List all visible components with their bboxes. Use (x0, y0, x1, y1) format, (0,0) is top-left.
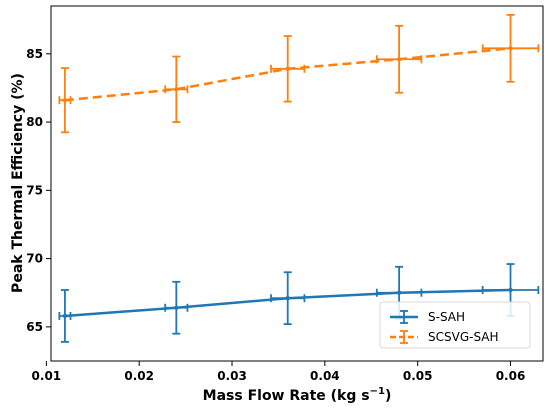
x-tick-label: 0.01 (32, 369, 62, 383)
data-point (396, 290, 402, 295)
data-point (285, 66, 290, 72)
data-point (174, 305, 179, 310)
x-axis-label: Mass Flow Rate (kg s−1) (203, 386, 392, 404)
y-axis-ticks: 65 70 75 80 85 (26, 47, 51, 334)
y-tick-label: 75 (26, 183, 43, 197)
axes-frame (50, 5, 544, 362)
legend: S-SAH SCSVG-SAH (379, 301, 531, 349)
data-point (508, 287, 513, 293)
x-tick-label: 0.05 (403, 369, 433, 383)
plot-area (58, 13, 540, 343)
y-tick-label: 80 (26, 115, 43, 129)
data-point (62, 98, 68, 103)
y-tick-label: 85 (26, 47, 43, 61)
x-tick-label: 0.03 (217, 369, 247, 383)
x-axis-ticks: 0.01 0.02 0.03 0.04 0.05 0.06 (32, 361, 526, 383)
x-tick-label: 0.02 (124, 369, 154, 383)
data-point (62, 313, 68, 319)
legend-entry-label: S-SAH (428, 310, 465, 324)
y-tick-label: 70 (26, 252, 43, 266)
legend-entry-label: SCSVG-SAH (428, 330, 499, 344)
y-tick-label: 65 (26, 320, 43, 334)
data-point (508, 46, 513, 51)
y-axis-label: Peak Thermal Efficiency (%) (10, 73, 26, 293)
data-point (396, 57, 402, 62)
data-point (285, 295, 290, 301)
x-tick-label: 0.04 (310, 369, 340, 383)
data-point (174, 87, 179, 92)
x-tick-label: 0.06 (496, 369, 526, 383)
